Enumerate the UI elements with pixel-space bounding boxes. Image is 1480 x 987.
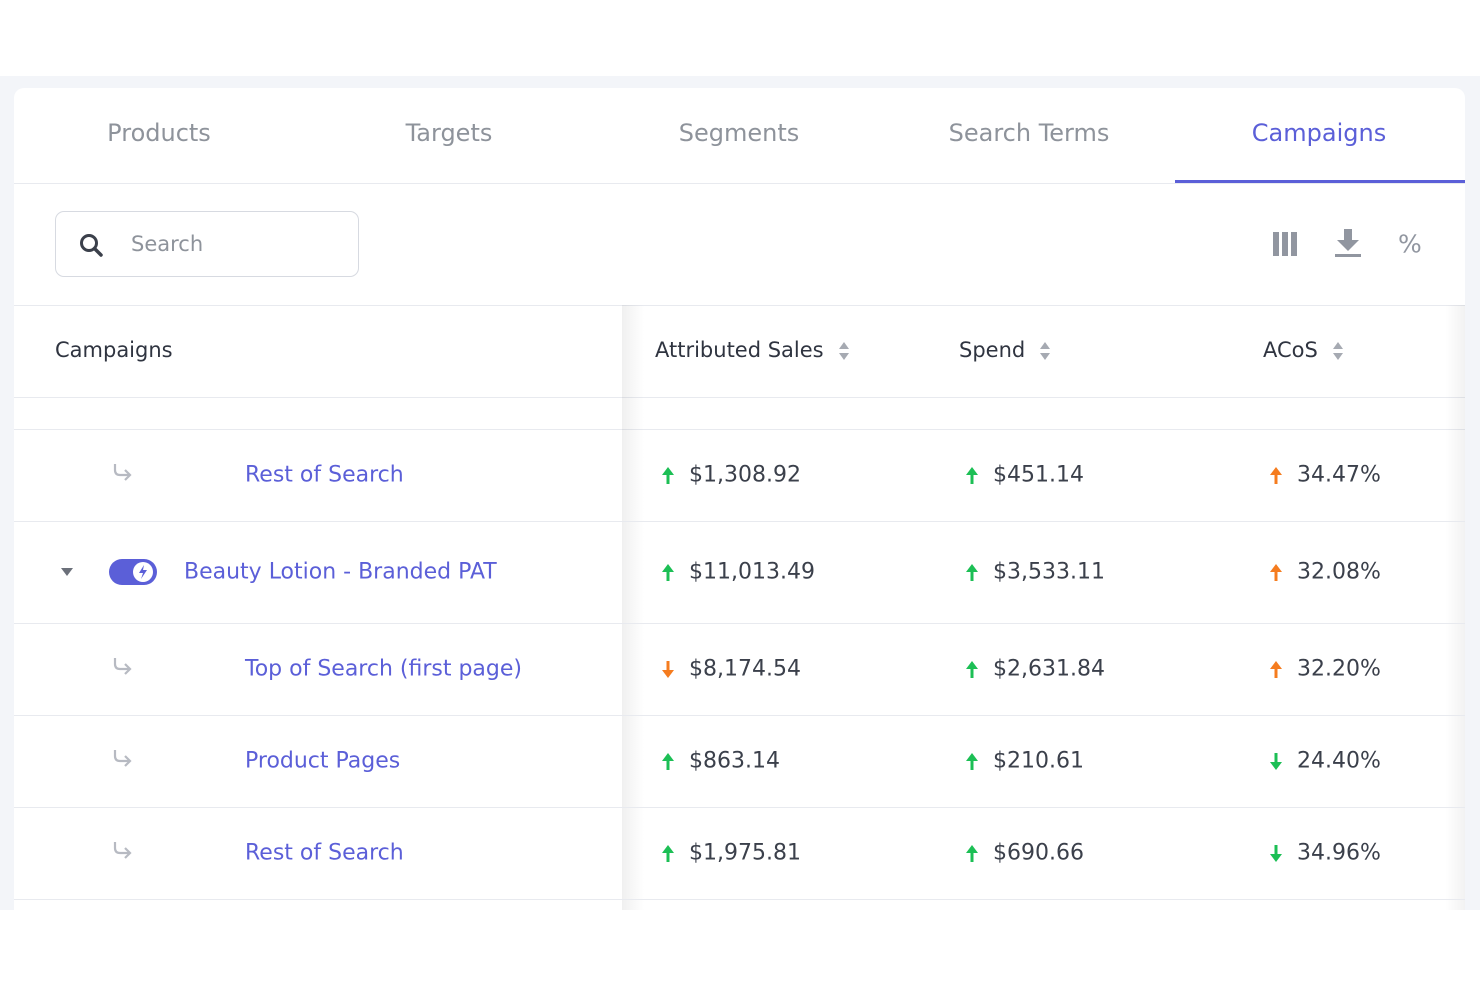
- trend-arrow: [1270, 564, 1282, 581]
- header-divider: [14, 397, 1465, 398]
- columns-icon[interactable]: [1271, 230, 1299, 258]
- row-divider: [14, 715, 1465, 716]
- sort-icon[interactable]: [1332, 340, 1344, 362]
- tab[interactable]: Targets: [405, 119, 493, 147]
- tab-underline: [1175, 180, 1465, 183]
- metric-value: 32.20%: [1297, 656, 1381, 682]
- placement-name[interactable]: Rest of Search: [245, 840, 404, 866]
- row-divider: [14, 521, 1465, 522]
- metric-value: $451.14: [993, 462, 1084, 488]
- metric-value: $2,631.84: [993, 656, 1105, 682]
- column-header: Campaigns: [55, 338, 173, 362]
- metric-value: $210.61: [993, 748, 1084, 774]
- child-arrow: [113, 658, 132, 675]
- trend-arrow: [1270, 845, 1282, 862]
- trend-arrow: [966, 753, 978, 770]
- metric-value: $690.66: [993, 840, 1084, 866]
- placement-name[interactable]: Rest of Search: [245, 462, 404, 488]
- metric-value: 34.47%: [1297, 462, 1381, 488]
- trend-arrow: [662, 845, 674, 862]
- tab[interactable]: Search Terms: [948, 119, 1110, 147]
- metric-value: $11,013.49: [689, 559, 815, 585]
- trend-arrow: [662, 467, 674, 484]
- trend-arrow: [662, 661, 674, 678]
- metric-value: $863.14: [689, 748, 780, 774]
- trend-arrow: [1270, 467, 1282, 484]
- trend-arrow: [966, 564, 978, 581]
- placement-name[interactable]: Product Pages: [245, 748, 401, 774]
- percent-toggle[interactable]: %: [1398, 229, 1422, 259]
- metric-value: $1,975.81: [689, 840, 801, 866]
- metric-value: 32.08%: [1297, 559, 1381, 585]
- tab[interactable]: Campaigns: [1251, 119, 1387, 147]
- child-arrow: [113, 464, 132, 481]
- report-card: Search % Products Targets Segments Search T…: [14, 88, 1465, 910]
- metric-value: $1,308.92: [689, 462, 801, 488]
- trend-arrow: [1270, 661, 1282, 678]
- metric-value: 24.40%: [1297, 748, 1381, 774]
- row-divider: [14, 429, 1465, 430]
- edge-shadow: [1445, 305, 1465, 910]
- trend-arrow: [966, 467, 978, 484]
- metric-value: 34.96%: [1297, 840, 1381, 866]
- tab[interactable]: Segments: [678, 119, 800, 147]
- tab-divider: [14, 183, 1465, 184]
- trend-arrow: [1270, 753, 1282, 770]
- column-header[interactable]: Spend: [959, 338, 1051, 362]
- search-box[interactable]: Search: [55, 211, 359, 277]
- trend-arrow: [966, 661, 978, 678]
- campaign-toggle: [109, 559, 157, 585]
- child-arrow: [113, 750, 132, 767]
- download-icon[interactable]: [1334, 227, 1362, 259]
- expand-caret: [61, 568, 73, 576]
- metric-value: $3,533.11: [993, 559, 1105, 585]
- column-shadow: [622, 305, 644, 910]
- trend-arrow: [966, 845, 978, 862]
- trend-arrow: [662, 564, 674, 581]
- campaign-name[interactable]: Beauty Lotion - Branded PAT: [184, 559, 497, 585]
- metric-value: $8,174.54: [689, 656, 801, 682]
- column-header[interactable]: ACoS: [1263, 338, 1344, 362]
- tab[interactable]: Products: [107, 119, 211, 147]
- search-icon: [80, 234, 103, 257]
- sort-icon[interactable]: [1039, 340, 1051, 362]
- sort-icon[interactable]: [838, 340, 850, 362]
- column-header[interactable]: Attributed Sales: [655, 338, 850, 362]
- trend-arrow: [662, 753, 674, 770]
- search-placeholder: Search: [131, 232, 204, 256]
- placement-name[interactable]: Top of Search (first page): [245, 656, 522, 682]
- toolbar-divider: [14, 305, 1465, 306]
- row-divider: [14, 623, 1465, 624]
- row-divider: [14, 807, 1465, 808]
- row-divider: [14, 899, 1465, 900]
- child-arrow: [113, 842, 132, 859]
